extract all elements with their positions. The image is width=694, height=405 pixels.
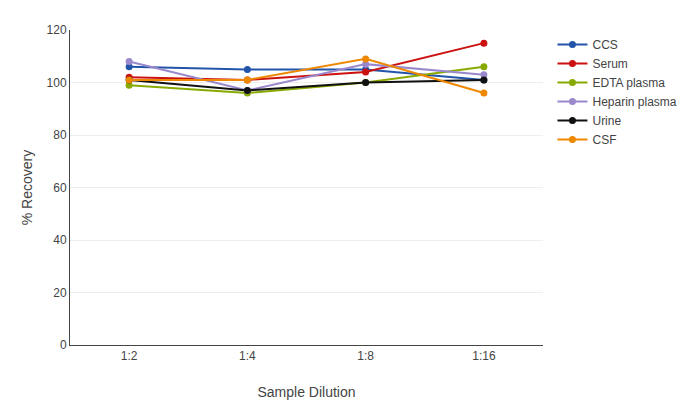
svg-text:100: 100 [47, 76, 67, 90]
svg-text:Sample Dilution: Sample Dilution [257, 384, 355, 400]
svg-text:1:2: 1:2 [121, 349, 138, 363]
svg-text:1:8: 1:8 [357, 349, 374, 363]
svg-text:40: 40 [53, 233, 67, 247]
svg-text:Urine: Urine [592, 114, 621, 128]
svg-text:1:4: 1:4 [239, 349, 256, 363]
svg-text:EDTA plasma: EDTA plasma [592, 76, 665, 90]
svg-text:Serum: Serum [592, 57, 627, 71]
svg-text:% Recovery: % Recovery [19, 150, 35, 225]
svg-text:120: 120 [47, 23, 67, 37]
svg-text:CSF: CSF [592, 133, 616, 147]
svg-text:1:16: 1:16 [472, 349, 496, 363]
svg-text:80: 80 [53, 128, 67, 142]
svg-text:Heparin plasma: Heparin plasma [592, 95, 676, 109]
svg-text:CCS: CCS [592, 38, 617, 52]
svg-text:20: 20 [53, 286, 67, 300]
svg-text:0: 0 [60, 338, 67, 352]
svg-text:60: 60 [53, 181, 67, 195]
